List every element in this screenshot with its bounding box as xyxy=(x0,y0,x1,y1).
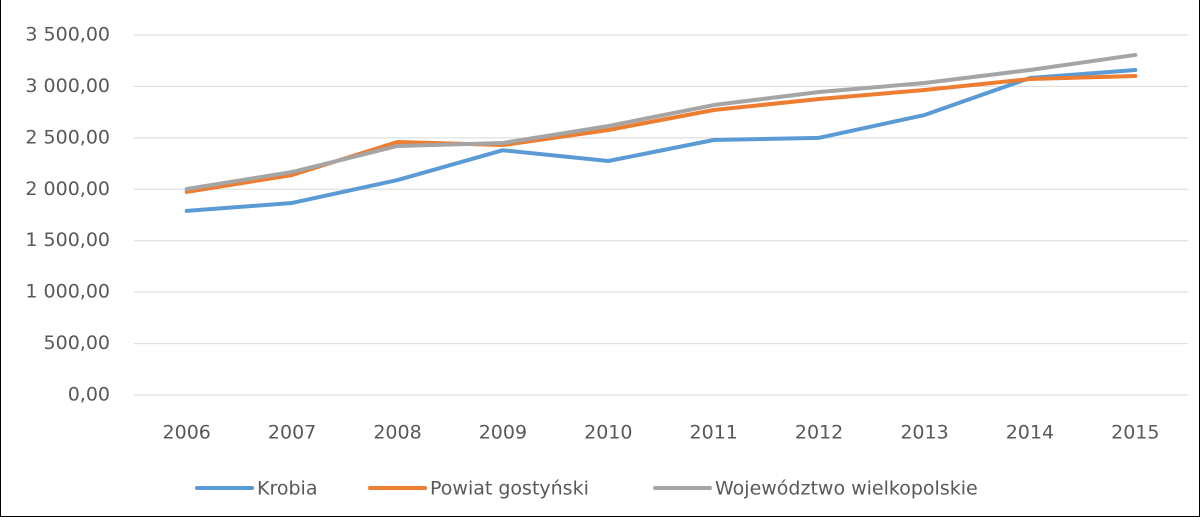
legend-label: Powiat gostyński xyxy=(430,478,589,500)
y-tick-label: 3 000,00 xyxy=(25,75,110,97)
y-tick-label: 1 000,00 xyxy=(25,281,110,303)
x-tick-label: 2006 xyxy=(163,422,211,444)
y-tick-label: 0,00 xyxy=(68,384,110,406)
legend-label: Województwo wielkopolskie xyxy=(715,478,978,500)
x-tick-label: 2013 xyxy=(900,422,948,444)
y-tick-label: 1 500,00 xyxy=(25,229,110,251)
x-tick-label: 2011 xyxy=(690,422,738,444)
x-tick-label: 2015 xyxy=(1111,422,1159,444)
y-tick-label: 2 500,00 xyxy=(25,126,110,148)
x-tick-label: 2007 xyxy=(268,422,316,444)
x-tick-label: 2008 xyxy=(373,422,421,444)
y-tick-label: 2 000,00 xyxy=(25,178,110,200)
y-tick-label: 3 500,00 xyxy=(25,24,110,46)
series-line xyxy=(184,74,1138,194)
series-line xyxy=(184,52,1138,191)
x-tick-label: 2014 xyxy=(1006,422,1054,444)
legend-label: Krobia xyxy=(257,478,317,500)
series-line xyxy=(184,67,1138,213)
x-tick-label: 2012 xyxy=(795,422,843,444)
x-tick-label: 2009 xyxy=(479,422,527,444)
y-tick-label: 500,00 xyxy=(44,332,110,354)
x-tick-label: 2010 xyxy=(584,422,632,444)
